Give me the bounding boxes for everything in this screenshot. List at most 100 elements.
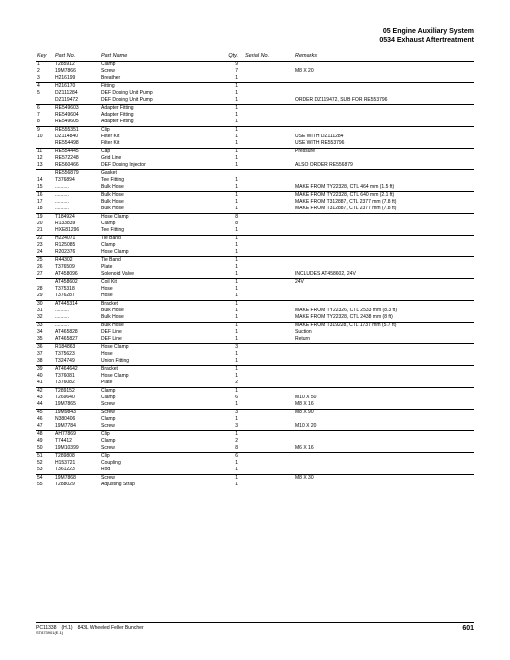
cell-partno: RE554498 <box>54 140 100 148</box>
cell-serial <box>244 351 294 358</box>
cell-qty: 1 <box>218 242 244 249</box>
cell-qty: 1 <box>218 105 244 112</box>
cell-serial <box>244 264 294 271</box>
cell-partno: H216170 <box>54 83 100 90</box>
cell-partname: Adapter Fitting <box>100 119 218 127</box>
table-row: 5019M10399Screw8M6 X 16 <box>36 445 474 453</box>
table-row: 41T376082Plate2 <box>36 380 474 388</box>
cell-key: 3 <box>36 75 54 83</box>
cell-partname: Adapter Fitting <box>100 105 218 112</box>
cell-qty: 1 <box>218 308 244 315</box>
table-row: 31..........Bulk Hose1MAKE FROM TY22326,… <box>36 308 474 315</box>
cell-remarks: USE WITH DZ111284 <box>294 134 474 141</box>
cell-key: 35 <box>36 336 54 344</box>
cell-partname: Grid Line <box>100 155 218 162</box>
cell-key: 38 <box>36 358 54 366</box>
table-row: 38T324749Union Fitting1 <box>36 358 474 366</box>
cell-key: 45 <box>36 409 54 416</box>
cell-serial <box>244 329 294 336</box>
cell-serial <box>244 119 294 127</box>
cell-serial <box>244 134 294 141</box>
cell-serial <box>244 308 294 315</box>
cell-qty: 1 <box>218 336 244 344</box>
table-row: 8RE549605Adapter Fitting1 <box>36 119 474 127</box>
cell-partno: T376894 <box>54 177 100 184</box>
cell-partname: Hose Clamp <box>100 373 218 380</box>
cell-partno: T376081 <box>54 373 100 380</box>
cell-partname: Hose Clamp <box>100 344 218 351</box>
cell-partno: 19M9843 <box>54 409 100 416</box>
cell-remarks: M8 X 16 <box>294 401 474 409</box>
table-row: 53T361223Rod1 <box>36 467 474 475</box>
parts-table: Key Part No. Part Name Qty. Serial No. R… <box>36 52 474 489</box>
table-row: 14T376894Tee Fitting1 <box>36 177 474 184</box>
cell-partno: AT465827 <box>54 336 100 344</box>
cell-remarks <box>294 286 474 293</box>
cell-partno: T285912 <box>54 61 100 68</box>
cell-qty: 1 <box>218 155 244 162</box>
cell-partname: Cap <box>100 148 218 155</box>
cell-partno: R184863 <box>54 344 100 351</box>
cell-partname: Union Fitting <box>100 358 218 366</box>
cell-remarks <box>294 213 474 220</box>
table-row: 55T288029Adjusting Strap1 <box>36 482 474 489</box>
cell-partno: T375623 <box>54 351 100 358</box>
cell-remarks: M8 X 90 <box>294 409 474 416</box>
cell-serial <box>244 235 294 242</box>
cell-qty: 1 <box>218 134 244 141</box>
cell-partname: Rod <box>100 467 218 475</box>
cell-partno: R44302 <box>54 257 100 264</box>
cell-key: 49 <box>36 438 54 445</box>
table-row: 22H224071Tie Band1 <box>36 235 474 242</box>
table-row: 52H153721Coupling1 <box>36 460 474 467</box>
cell-partno: HXE81296 <box>54 227 100 235</box>
table-row: 219M7866Screw7M8 X 20 <box>36 68 474 75</box>
cell-remarks <box>294 105 474 112</box>
table-row: AT458602Coil Kit124V <box>36 279 474 286</box>
cell-serial <box>244 213 294 220</box>
cell-partname: Clamp <box>100 395 218 402</box>
cell-remarks <box>294 257 474 264</box>
cell-remarks <box>294 358 474 366</box>
cell-key: 53 <box>36 467 54 475</box>
cell-serial <box>244 460 294 467</box>
cell-serial <box>244 416 294 423</box>
cell-partno: 19M7784 <box>54 423 100 431</box>
cell-serial <box>244 68 294 75</box>
cell-partname: Screw <box>100 409 218 416</box>
cell-remarks <box>294 293 474 301</box>
cell-serial <box>244 155 294 162</box>
cell-partname: Bulk Hose <box>100 184 218 192</box>
table-row: 48AH77869Clip1 <box>36 431 474 438</box>
cell-partno: AT445314 <box>54 300 100 307</box>
table-row: 36R184863Hose Clamp3 <box>36 344 474 351</box>
cell-serial <box>244 322 294 329</box>
cell-partname: Hose <box>100 286 218 293</box>
cell-remarks <box>294 221 474 228</box>
cell-qty: 1 <box>218 192 244 199</box>
cell-partno: RE560466 <box>54 162 100 170</box>
cell-qty: 1 <box>218 206 244 214</box>
cell-remarks: ALSO ORDER RE556879 <box>294 162 474 170</box>
table-row: 1T285912Clamp9 <box>36 61 474 68</box>
cell-partname: Clamp <box>100 221 218 228</box>
cell-partno: .......... <box>54 192 100 199</box>
cell-partname: Tie Band <box>100 235 218 242</box>
cell-remarks: MAKE FROM TY22326, CTL 2533 mm (8.3 ft) <box>294 308 474 315</box>
cell-partno: .......... <box>54 199 100 206</box>
table-row: 30AT445314Bracket1 <box>36 300 474 307</box>
cell-remarks <box>294 249 474 257</box>
cell-qty: 1 <box>218 126 244 133</box>
cell-remarks <box>294 351 474 358</box>
cell-serial <box>244 249 294 257</box>
cell-key: 11 <box>36 148 54 155</box>
cell-serial <box>244 140 294 148</box>
cell-qty <box>218 170 244 177</box>
table-header-row: Key Part No. Part Name Qty. Serial No. R… <box>36 52 474 62</box>
cell-partno: AT464642 <box>54 366 100 373</box>
cell-qty: 1 <box>218 431 244 438</box>
cell-serial <box>244 366 294 373</box>
table-row: 17..........Bulk Hose1MAKE FROM T312887,… <box>36 199 474 206</box>
cell-key <box>36 279 54 286</box>
table-row: 26T376509Plate1 <box>36 264 474 271</box>
